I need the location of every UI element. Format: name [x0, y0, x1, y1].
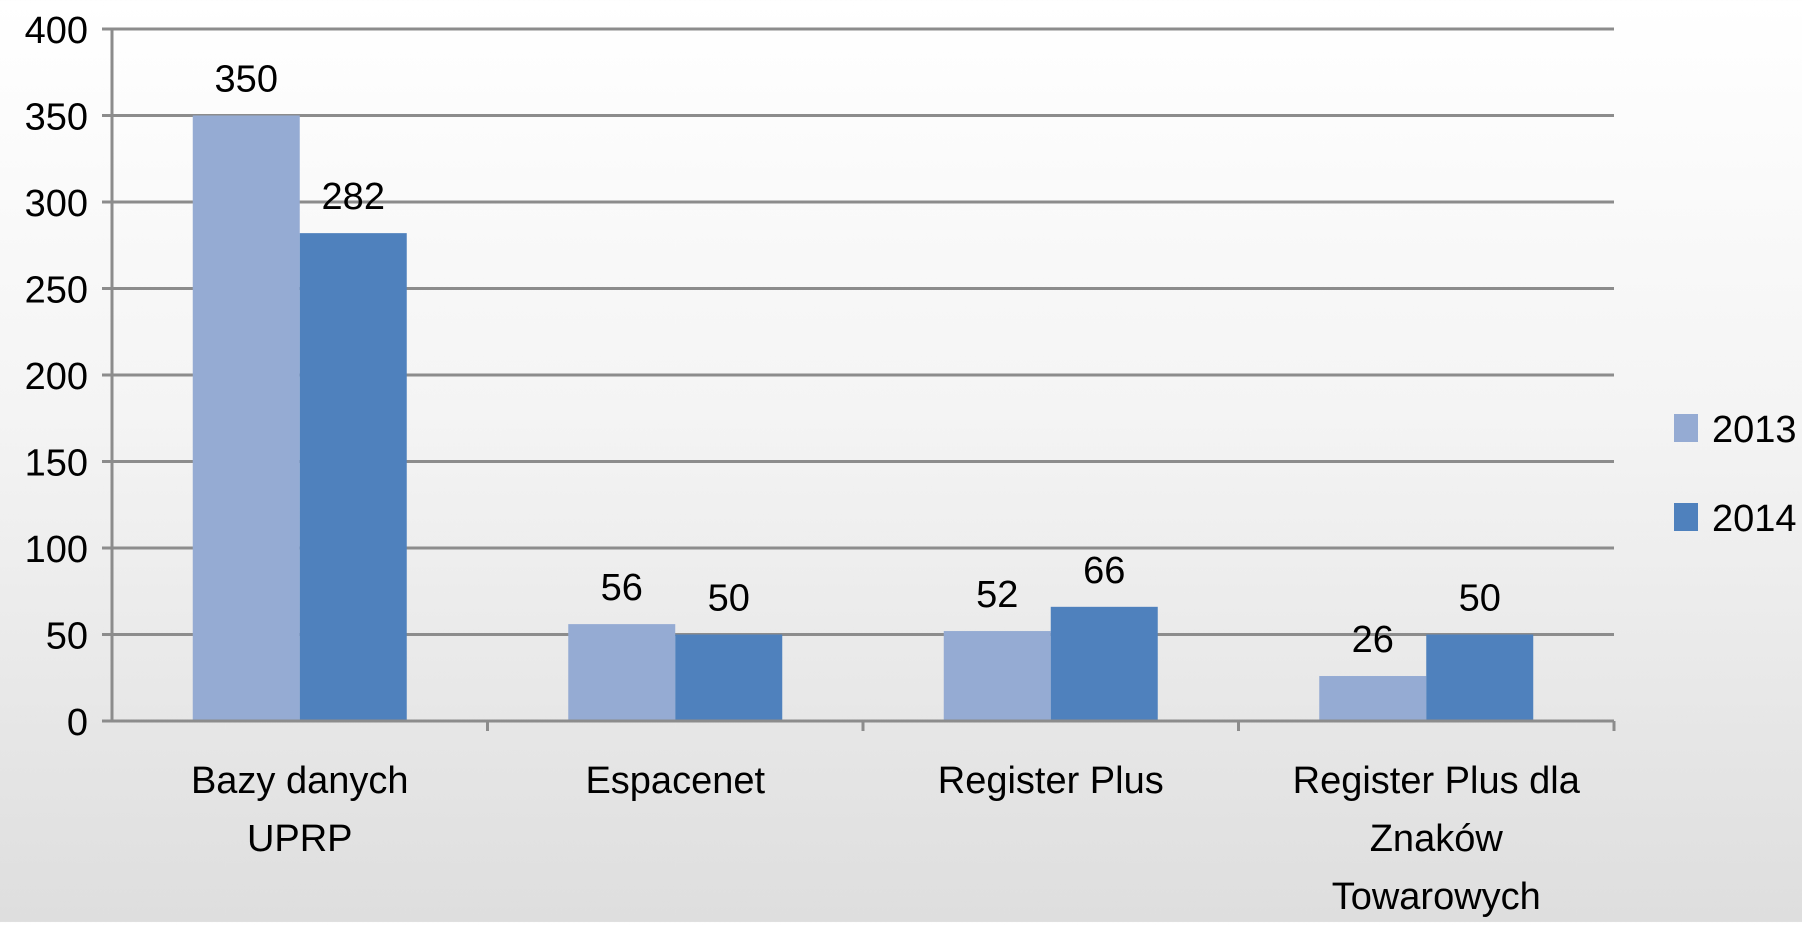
data-label: 66	[1083, 550, 1125, 592]
data-label: 50	[1459, 578, 1501, 620]
y-tick-label: 50	[46, 616, 88, 658]
bar-2013	[192, 115, 300, 721]
legend-swatch-2013	[1674, 414, 1698, 442]
y-tick-label: 300	[25, 183, 88, 225]
x-tick-label: Espacenet	[585, 760, 765, 802]
data-label: 26	[1352, 619, 1394, 661]
data-label: 56	[601, 567, 643, 609]
legend-label: 2013	[1712, 409, 1797, 451]
x-tick-label: Register Plus dla	[1293, 760, 1581, 802]
axes: 0 50 100 150 200 250 300 350 400 Bazy danych UPRP E…	[25, 10, 1616, 918]
y-tick-label: 200	[25, 356, 88, 398]
data-label: 52	[976, 574, 1018, 616]
x-tick-label: Register Plus	[938, 760, 1164, 802]
bars	[192, 115, 1534, 721]
x-tick-label: Znaków	[1370, 818, 1504, 860]
y-tick-label: 0	[67, 702, 88, 744]
y-tick-label: 400	[25, 10, 88, 52]
bar-2014	[1050, 606, 1158, 721]
bar-2013	[568, 624, 676, 721]
data-label: 282	[322, 176, 385, 218]
legend: 2013 2014	[1674, 409, 1797, 540]
data-label: 350	[215, 59, 278, 101]
bar-2014	[1426, 634, 1534, 721]
y-tick-label: 150	[25, 443, 88, 485]
x-tick-label: Bazy danych	[191, 760, 409, 802]
legend-swatch-2014	[1674, 503, 1698, 531]
bar-2013	[943, 631, 1051, 721]
data-labels: 350 282 56 50 52 66 26 50	[215, 59, 1501, 662]
bar-2014	[675, 634, 783, 721]
legend-label: 2014	[1712, 498, 1797, 540]
data-label: 50	[708, 578, 750, 620]
y-tick-label: 100	[25, 529, 88, 571]
x-tick-label: Towarowych	[1332, 876, 1541, 918]
bar-2014	[299, 233, 407, 721]
y-tick-label: 250	[25, 270, 88, 312]
x-tick-label: UPRP	[247, 818, 353, 860]
y-tick-label: 350	[25, 97, 88, 139]
bar-2013	[1319, 676, 1427, 721]
